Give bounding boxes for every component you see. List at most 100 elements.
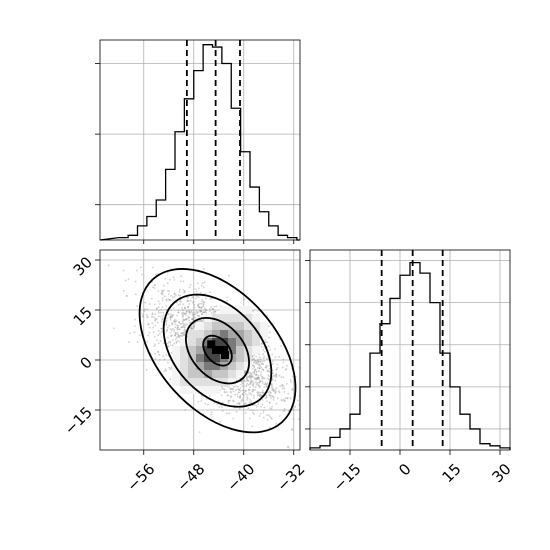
joint-point xyxy=(275,373,278,376)
joint-point xyxy=(172,306,175,309)
joint-density-cell xyxy=(212,338,220,346)
joint-point xyxy=(193,324,196,327)
joint-point xyxy=(183,327,186,329)
joint-point xyxy=(278,415,281,417)
joint-density-cell xyxy=(236,370,244,378)
joint-point xyxy=(167,289,169,292)
joint-point xyxy=(239,396,241,399)
joint-point xyxy=(214,310,217,313)
joint-point xyxy=(200,302,203,305)
joint-point xyxy=(204,310,207,312)
joint-point xyxy=(184,312,186,315)
joint-point xyxy=(185,312,187,315)
joint-point xyxy=(165,354,168,356)
joint-point xyxy=(271,372,274,375)
joint-point xyxy=(154,319,157,322)
joint-point xyxy=(195,312,198,315)
joint-point xyxy=(227,401,230,404)
joint-point xyxy=(253,370,256,373)
joint-point xyxy=(124,279,127,282)
joint-point xyxy=(250,379,253,381)
joint-point xyxy=(239,396,242,399)
joint-point xyxy=(185,318,188,321)
joint-point xyxy=(178,288,181,291)
joint-density-cell xyxy=(220,378,228,386)
joint-point xyxy=(183,290,186,293)
joint-point xyxy=(260,371,263,374)
joint-density-cell xyxy=(252,338,260,346)
joint-point xyxy=(200,319,203,322)
joint-point xyxy=(182,303,185,306)
joint-point xyxy=(170,329,173,332)
joint-point xyxy=(156,307,158,310)
joint-point xyxy=(224,391,226,393)
joint-point xyxy=(284,368,287,371)
joint-point xyxy=(262,363,265,365)
joint-point xyxy=(177,311,180,314)
joint-density-cell xyxy=(260,330,268,338)
joint-point xyxy=(200,313,203,316)
joint-point xyxy=(179,300,182,303)
joint-point xyxy=(260,394,263,397)
joint-point xyxy=(281,366,284,369)
joint-point xyxy=(164,321,167,323)
joint-density-cell xyxy=(236,362,244,370)
joint-point xyxy=(254,368,256,371)
joint-point xyxy=(182,289,185,291)
joint-point xyxy=(243,298,246,301)
joint-point xyxy=(282,361,285,364)
joint-point xyxy=(283,387,286,390)
joint-point xyxy=(237,385,240,388)
joint-point xyxy=(157,311,160,314)
joint-point xyxy=(148,331,151,334)
joint-point xyxy=(286,364,288,367)
joint-distribution-panel: −56 −48 −40 −32 −15 0 15 30 xyxy=(61,249,309,495)
joint-density-cell xyxy=(260,322,268,330)
joint-point xyxy=(245,376,248,378)
joint-point xyxy=(265,383,268,386)
joint-density-cell xyxy=(236,346,244,354)
joint-point xyxy=(175,320,178,322)
joint-point xyxy=(255,373,258,376)
joint-point xyxy=(226,391,228,394)
joint-density-cell xyxy=(228,314,236,322)
joint-point xyxy=(186,306,189,309)
joint-point xyxy=(258,367,261,370)
joint-point xyxy=(287,392,290,395)
joint-point xyxy=(267,325,270,328)
joint-point xyxy=(255,361,258,363)
joint-point xyxy=(169,313,172,316)
joint-point xyxy=(261,380,264,382)
joint-point xyxy=(128,341,131,344)
joint-point xyxy=(161,293,164,296)
joint-point xyxy=(188,303,191,305)
joint-point xyxy=(166,328,169,331)
joint-point xyxy=(243,385,245,388)
joint-point xyxy=(162,355,165,357)
joint-point xyxy=(186,310,189,312)
joint-point xyxy=(188,311,191,313)
joint-point xyxy=(255,405,258,408)
joint-point xyxy=(243,371,246,374)
joint-density-cell xyxy=(212,346,220,354)
joint-point xyxy=(229,387,232,390)
joint-point xyxy=(267,414,270,416)
joint-point xyxy=(169,299,172,301)
joint-point xyxy=(246,379,249,381)
joint-point xyxy=(205,297,207,300)
joint-point xyxy=(184,306,186,309)
joint-point xyxy=(144,301,147,304)
joint-point xyxy=(233,385,235,388)
joint-density-cell xyxy=(212,378,220,386)
joint-point xyxy=(163,295,166,297)
joint-point xyxy=(146,316,149,319)
joint-frame xyxy=(99,249,301,451)
joint-point xyxy=(180,332,183,335)
joint-density-cell xyxy=(188,338,196,346)
joint-point xyxy=(188,322,191,324)
joint-point xyxy=(167,341,170,343)
joint-point xyxy=(190,327,193,330)
joint-point xyxy=(244,393,247,395)
joint-point xyxy=(196,314,199,317)
joint-point xyxy=(286,397,289,400)
